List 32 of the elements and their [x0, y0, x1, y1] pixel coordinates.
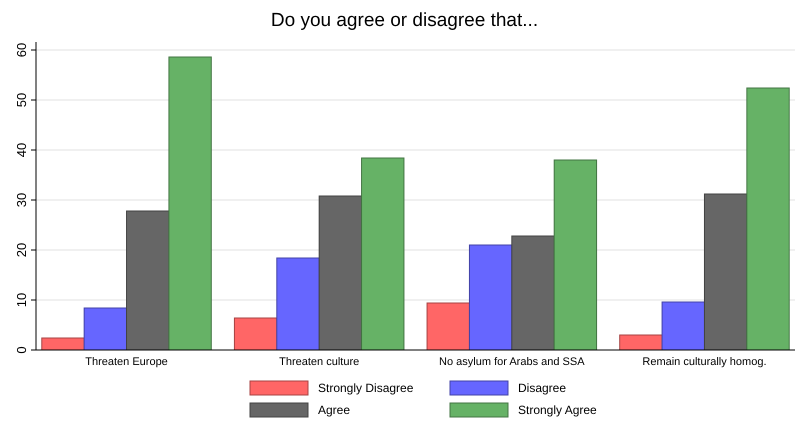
bar	[276, 258, 320, 350]
x-tick-label: No asylum for Arabs and SSA	[439, 356, 586, 368]
bar	[234, 318, 278, 350]
y-tick-label: 50	[14, 92, 29, 108]
y-tick-label: 20	[14, 242, 29, 258]
x-tick-label: Threaten Europe	[85, 356, 168, 368]
bar	[511, 236, 555, 350]
chart-title: Do you agree or disagree that...	[270, 10, 538, 31]
bar	[704, 194, 748, 350]
legend-label: Disagree	[518, 381, 566, 395]
legend-label: Agree	[318, 403, 350, 417]
bar	[468, 244, 512, 350]
bar	[126, 210, 170, 350]
bar	[168, 56, 212, 350]
x-tick-label: Threaten culture	[279, 356, 360, 368]
bar	[662, 302, 705, 350]
y-tick-label: 60	[14, 42, 29, 58]
bar	[426, 302, 470, 350]
bar	[746, 88, 790, 350]
y-tick-label: 30	[14, 192, 29, 208]
bar	[361, 158, 404, 350]
bar	[84, 308, 128, 350]
y-tick-label: 10	[14, 292, 29, 308]
legend-label: Strongly Agree	[518, 403, 598, 417]
bar	[41, 338, 85, 350]
y-tick-label: 40	[14, 142, 29, 158]
legend-label: Strongly Disagree	[318, 381, 414, 395]
x-tick-label: Remain culturally homog.	[642, 356, 767, 368]
bar	[318, 196, 362, 350]
bar	[619, 334, 663, 350]
bar	[554, 160, 598, 350]
y-tick-label: 0	[14, 346, 29, 354]
